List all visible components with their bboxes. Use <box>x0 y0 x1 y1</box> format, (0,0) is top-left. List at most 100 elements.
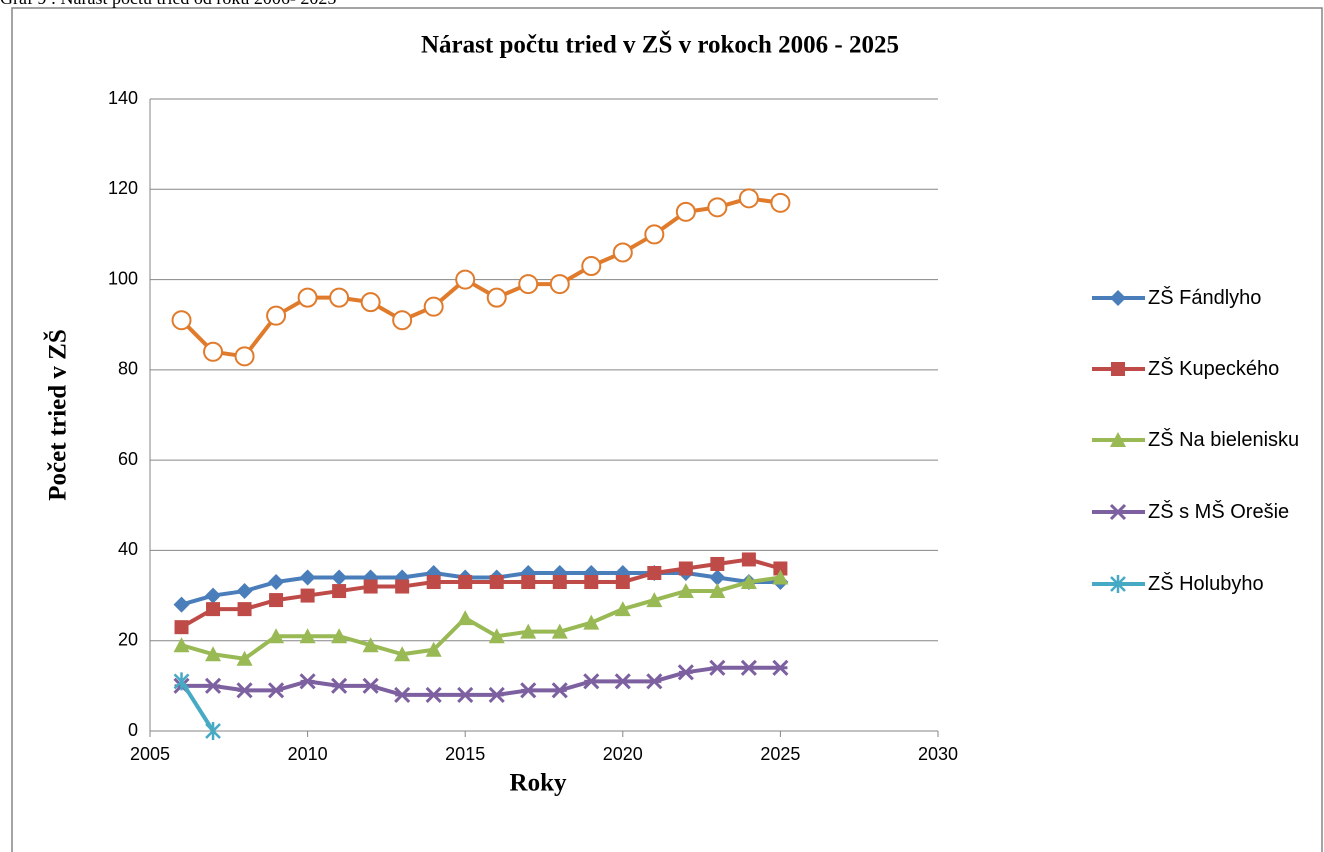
marker <box>425 641 442 657</box>
marker <box>709 583 726 599</box>
marker <box>709 569 726 586</box>
marker <box>204 677 222 694</box>
legend-label: ZŠ s MŠ Orešie <box>1148 501 1290 523</box>
marker <box>741 552 756 567</box>
marker <box>709 659 726 676</box>
marker <box>268 682 285 699</box>
marker <box>1109 503 1127 521</box>
marker <box>300 588 315 603</box>
marker <box>488 686 505 703</box>
marker <box>392 310 413 331</box>
y-tick-label: 100 <box>108 268 138 288</box>
marker <box>266 305 287 326</box>
series <box>173 565 789 613</box>
marker <box>299 673 316 690</box>
marker <box>549 274 570 295</box>
y-tick-label: 40 <box>118 539 138 559</box>
y-tick-label: 60 <box>118 449 138 469</box>
y-tick-label: 120 <box>108 178 138 198</box>
marker <box>1110 290 1126 306</box>
series-line <box>180 575 781 661</box>
marker <box>521 575 536 590</box>
marker <box>173 596 190 613</box>
y-tick-label: 20 <box>118 629 138 649</box>
marker <box>395 579 410 594</box>
marker <box>707 197 728 218</box>
x-tick-label: 2005 <box>130 744 170 764</box>
marker <box>173 637 190 653</box>
marker <box>1110 575 1126 593</box>
marker <box>458 575 473 590</box>
series <box>174 552 788 635</box>
marker <box>518 274 539 295</box>
marker <box>486 287 507 308</box>
marker <box>299 569 316 586</box>
y-axis-label: Počet tried v ZŠ <box>44 329 72 500</box>
marker <box>237 602 252 617</box>
series-line <box>181 665 781 697</box>
marker <box>394 646 411 662</box>
legend-label: ZŠ Na bielenisku <box>1148 429 1300 451</box>
marker <box>710 556 725 571</box>
marker <box>394 686 411 703</box>
marker <box>678 561 693 576</box>
x-tick-label: 2030 <box>918 744 958 764</box>
x-tick-label: 2020 <box>603 744 643 764</box>
y-tick-label: 140 <box>108 88 138 108</box>
series <box>173 659 789 703</box>
marker <box>423 296 444 317</box>
marker <box>205 646 222 662</box>
marker <box>174 620 189 635</box>
y-tick-label: 80 <box>118 359 138 379</box>
marker <box>1111 362 1125 376</box>
marker <box>426 575 441 590</box>
marker <box>520 623 537 639</box>
series-line <box>180 196 781 359</box>
marker <box>677 583 694 599</box>
marker <box>489 575 504 590</box>
marker <box>236 583 253 600</box>
marker <box>551 623 568 639</box>
series <box>173 569 789 666</box>
marker <box>772 659 789 676</box>
marker <box>581 256 602 277</box>
marker <box>332 584 347 599</box>
marker <box>488 628 505 644</box>
marker <box>205 587 222 604</box>
marker <box>614 601 631 617</box>
x-axis-label: Roky <box>510 770 567 797</box>
marker <box>584 575 599 590</box>
series <box>171 188 791 367</box>
marker <box>457 610 474 626</box>
marker <box>551 682 568 699</box>
marker <box>203 341 224 362</box>
marker <box>677 664 694 681</box>
marker <box>268 574 285 591</box>
marker <box>362 677 379 694</box>
x-tick-label: 2015 <box>445 744 485 764</box>
marker <box>234 346 255 367</box>
marker <box>644 224 665 245</box>
marker <box>205 722 221 740</box>
marker <box>360 292 381 313</box>
chart-frame <box>11 7 1323 852</box>
marker <box>206 602 221 617</box>
marker <box>363 579 378 594</box>
marker <box>297 287 318 308</box>
marker <box>772 569 789 585</box>
marker <box>331 569 348 586</box>
marker <box>425 686 442 703</box>
marker <box>646 592 663 608</box>
legend-label: ZŠ Fándlyho <box>1148 287 1262 309</box>
marker <box>773 561 788 576</box>
caption: Graf 9 : Nárast počtu tried od roku 2006… <box>0 0 336 8</box>
marker <box>738 188 759 209</box>
marker <box>647 566 662 580</box>
marker <box>675 201 696 222</box>
y-tick-label: 0 <box>128 720 138 740</box>
x-tick-label: 2010 <box>288 744 328 764</box>
marker <box>329 287 350 308</box>
legend-label: ZŠ Holubyho <box>1148 573 1264 595</box>
